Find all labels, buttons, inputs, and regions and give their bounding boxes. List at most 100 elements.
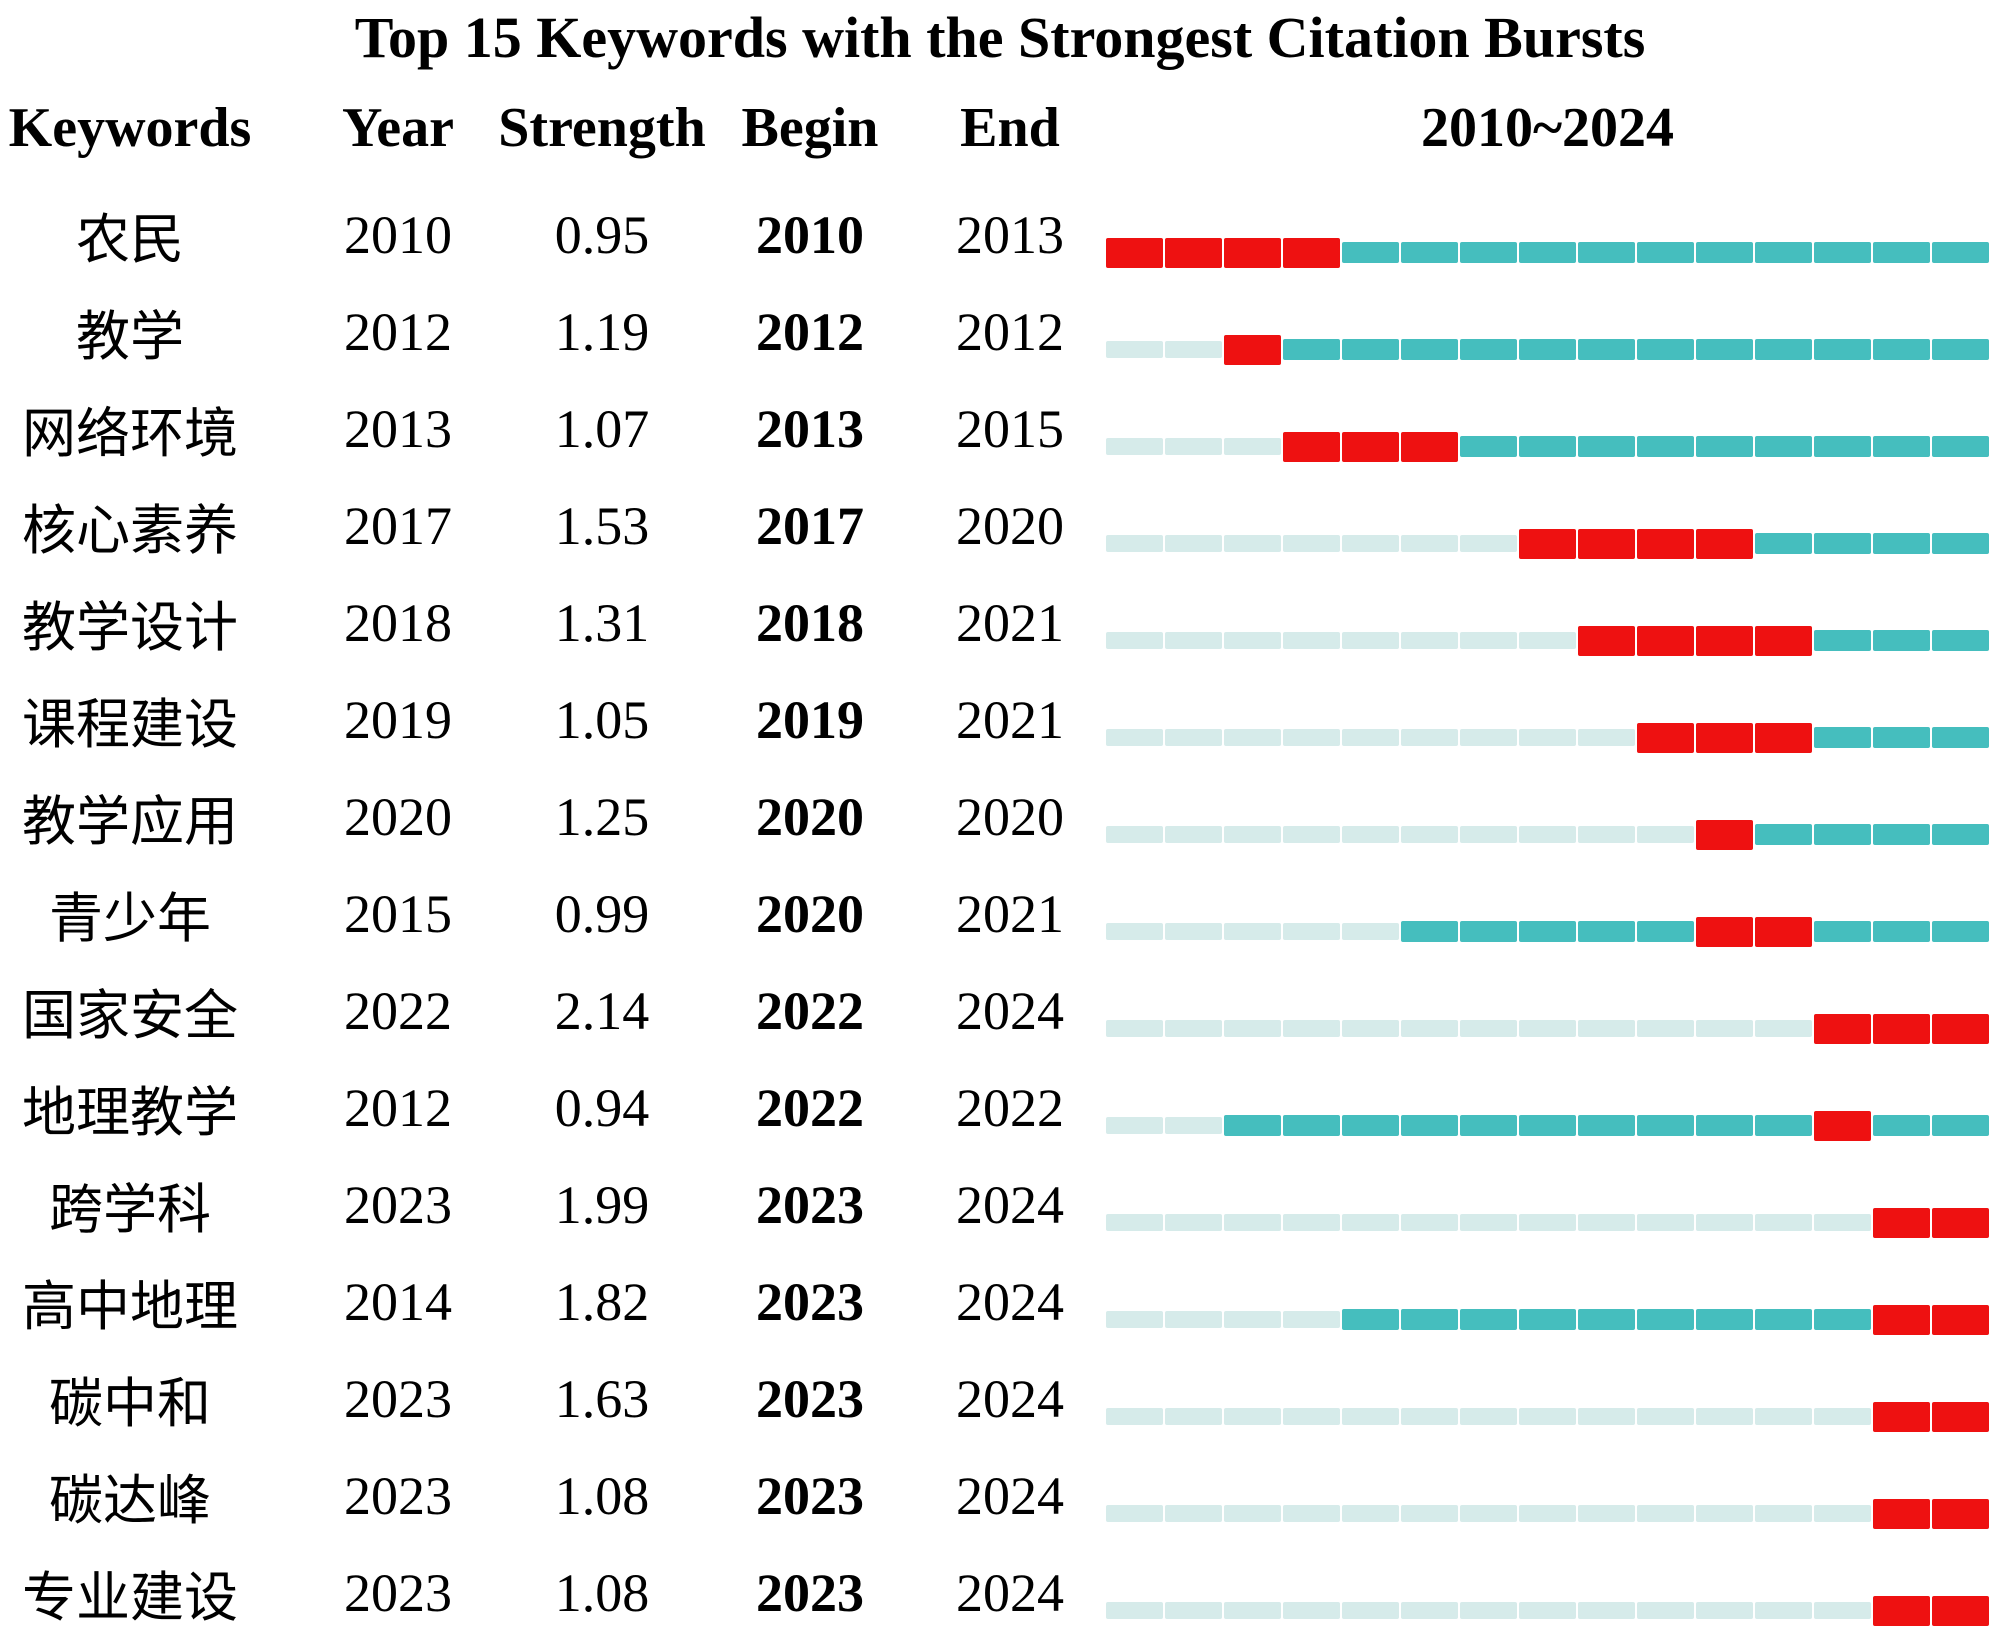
year-cell: 2014 (344, 1271, 452, 1332)
timeline-segment-2016-inactive (1460, 1505, 1517, 1522)
end-cell: 2012 (956, 301, 1064, 362)
table-row: 教学设计 2018 1.31 2018 2021 (0, 574, 2000, 671)
timeline-segment-2021-active (1755, 533, 1812, 554)
table-row: 课程建设 2019 1.05 2019 2021 (0, 671, 2000, 768)
begin-cell: 2017 (756, 495, 864, 556)
timeline-segment-2011-inactive (1165, 535, 1222, 552)
timeline-segment-2011-inactive (1165, 826, 1222, 843)
timeline-cell (1068, 220, 2000, 268)
timeline-segment-2023-active (1873, 921, 1930, 942)
timeline-segment-2020-inactive (1696, 1505, 1753, 1522)
timeline-segment-2020-active (1696, 436, 1753, 457)
timeline-cell (1068, 1481, 2000, 1529)
timeline-segment-2024-burst (1932, 1498, 1989, 1529)
timeline-segment-2021-inactive (1755, 1602, 1812, 1619)
year-cell: 2012 (344, 1077, 452, 1138)
timeline-segment-2010-inactive (1106, 923, 1163, 940)
table-row: 教学 2012 1.19 2012 2012 (0, 283, 2000, 380)
timeline-segment-2021-inactive (1755, 1214, 1812, 1231)
keyword-cell: 专业建设 (22, 1568, 238, 1628)
header-strength: Strength (498, 97, 706, 159)
timeline-cell (1068, 511, 2000, 559)
timeline-segment-2012-inactive (1224, 729, 1281, 746)
timeline-segment-2017-active (1519, 1115, 1576, 1136)
timeline-segment-2010-inactive (1106, 1505, 1163, 1522)
timeline-segment-2022-active (1814, 921, 1871, 942)
timeline-segment-2023-active (1873, 533, 1930, 554)
header-begin: Begin (741, 97, 879, 159)
begin-cell: 2023 (756, 1174, 864, 1235)
timeline-segment-2022-inactive (1814, 1408, 1871, 1425)
timeline-segment-2019-inactive (1637, 1214, 1694, 1231)
year-cell: 2022 (344, 980, 452, 1041)
timeline-segment-2019-inactive (1637, 1408, 1694, 1425)
timeline-segment-2014-burst (1342, 431, 1399, 462)
timeline-segment-2018-inactive (1578, 729, 1635, 746)
strength-cell: 1.08 (554, 1562, 650, 1623)
timeline-segment-2021-active (1755, 242, 1812, 263)
table-row: 教学应用 2020 1.25 2020 2020 (0, 768, 2000, 865)
timeline-segment-2018-active (1578, 242, 1635, 263)
end-cell: 2020 (956, 786, 1064, 847)
begin-cell: 2023 (756, 1368, 864, 1429)
burst-timeline-bar (1106, 916, 1989, 947)
timeline-segment-2017-burst (1519, 528, 1576, 559)
timeline-segment-2011-inactive (1165, 1020, 1222, 1037)
timeline-segment-2010-inactive (1106, 729, 1163, 746)
timeline-cell (1068, 802, 2000, 850)
begin-cell: 2022 (756, 980, 864, 1041)
burst-timeline-bar (1106, 1110, 1989, 1141)
strength-cell: 1.08 (554, 1465, 650, 1526)
strength-cell: 1.31 (554, 592, 650, 653)
timeline-cell (1068, 899, 2000, 947)
timeline-segment-2015-inactive (1401, 1505, 1458, 1522)
timeline-segment-2021-burst (1755, 722, 1812, 753)
timeline-segment-2023-burst (1873, 1013, 1930, 1044)
timeline-segment-2023-burst (1873, 1304, 1930, 1335)
strength-cell: 1.63 (554, 1368, 650, 1429)
timeline-segment-2017-inactive (1519, 1505, 1576, 1522)
timeline-segment-2015-inactive (1401, 632, 1458, 649)
timeline-segment-2024-active (1932, 533, 1989, 554)
timeline-segment-2015-active (1401, 921, 1458, 942)
timeline-segment-2012-inactive (1224, 1311, 1281, 1328)
timeline-segment-2015-inactive (1401, 1408, 1458, 1425)
timeline-segment-2011-inactive (1165, 632, 1222, 649)
strength-cell: 1.05 (554, 689, 650, 750)
timeline-segment-2024-active (1932, 436, 1989, 457)
burst-timeline-bar (1106, 819, 1989, 850)
year-cell: 2012 (344, 301, 452, 362)
timeline-segment-2024-burst (1932, 1013, 1989, 1044)
timeline-segment-2014-active (1342, 1309, 1399, 1330)
timeline-segment-2020-inactive (1696, 1214, 1753, 1231)
timeline-segment-2023-active (1873, 1115, 1930, 1136)
timeline-segment-2019-active (1637, 1115, 1694, 1136)
keyword-cell: 碳中和 (49, 1374, 211, 1434)
timeline-segment-2018-inactive (1578, 1214, 1635, 1231)
keyword-cell: 国家安全 (22, 986, 238, 1046)
burst-timeline-bar (1106, 528, 1989, 559)
timeline-segment-2013-inactive (1283, 1408, 1340, 1425)
timeline-segment-2014-inactive (1342, 1214, 1399, 1231)
timeline-segment-2013-burst (1283, 237, 1340, 268)
keyword-cell: 农民 (76, 210, 184, 270)
header-keywords: Keywords (8, 97, 252, 159)
timeline-segment-2010-inactive (1106, 1117, 1163, 1134)
timeline-segment-2018-burst (1578, 528, 1635, 559)
timeline-segment-2024-active (1932, 921, 1989, 942)
timeline-segment-2010-burst (1106, 237, 1163, 268)
timeline-segment-2012-active (1224, 1115, 1281, 1136)
timeline-segment-2010-inactive (1106, 535, 1163, 552)
timeline-segment-2013-active (1283, 1115, 1340, 1136)
table-header: Keywords Year Strength Begin End 2010~20… (0, 70, 2000, 186)
strength-cell: 0.99 (554, 883, 650, 944)
burst-timeline-bar (1106, 1595, 1989, 1626)
timeline-segment-2019-inactive (1637, 1020, 1694, 1037)
timeline-segment-2010-inactive (1106, 632, 1163, 649)
table-row: 高中地理 2014 1.82 2023 2024 (0, 1253, 2000, 1350)
timeline-segment-2023-active (1873, 824, 1930, 845)
burst-timeline-bar (1106, 1304, 1989, 1335)
timeline-segment-2010-inactive (1106, 1214, 1163, 1231)
timeline-segment-2013-inactive (1283, 729, 1340, 746)
timeline-segment-2014-inactive (1342, 1408, 1399, 1425)
